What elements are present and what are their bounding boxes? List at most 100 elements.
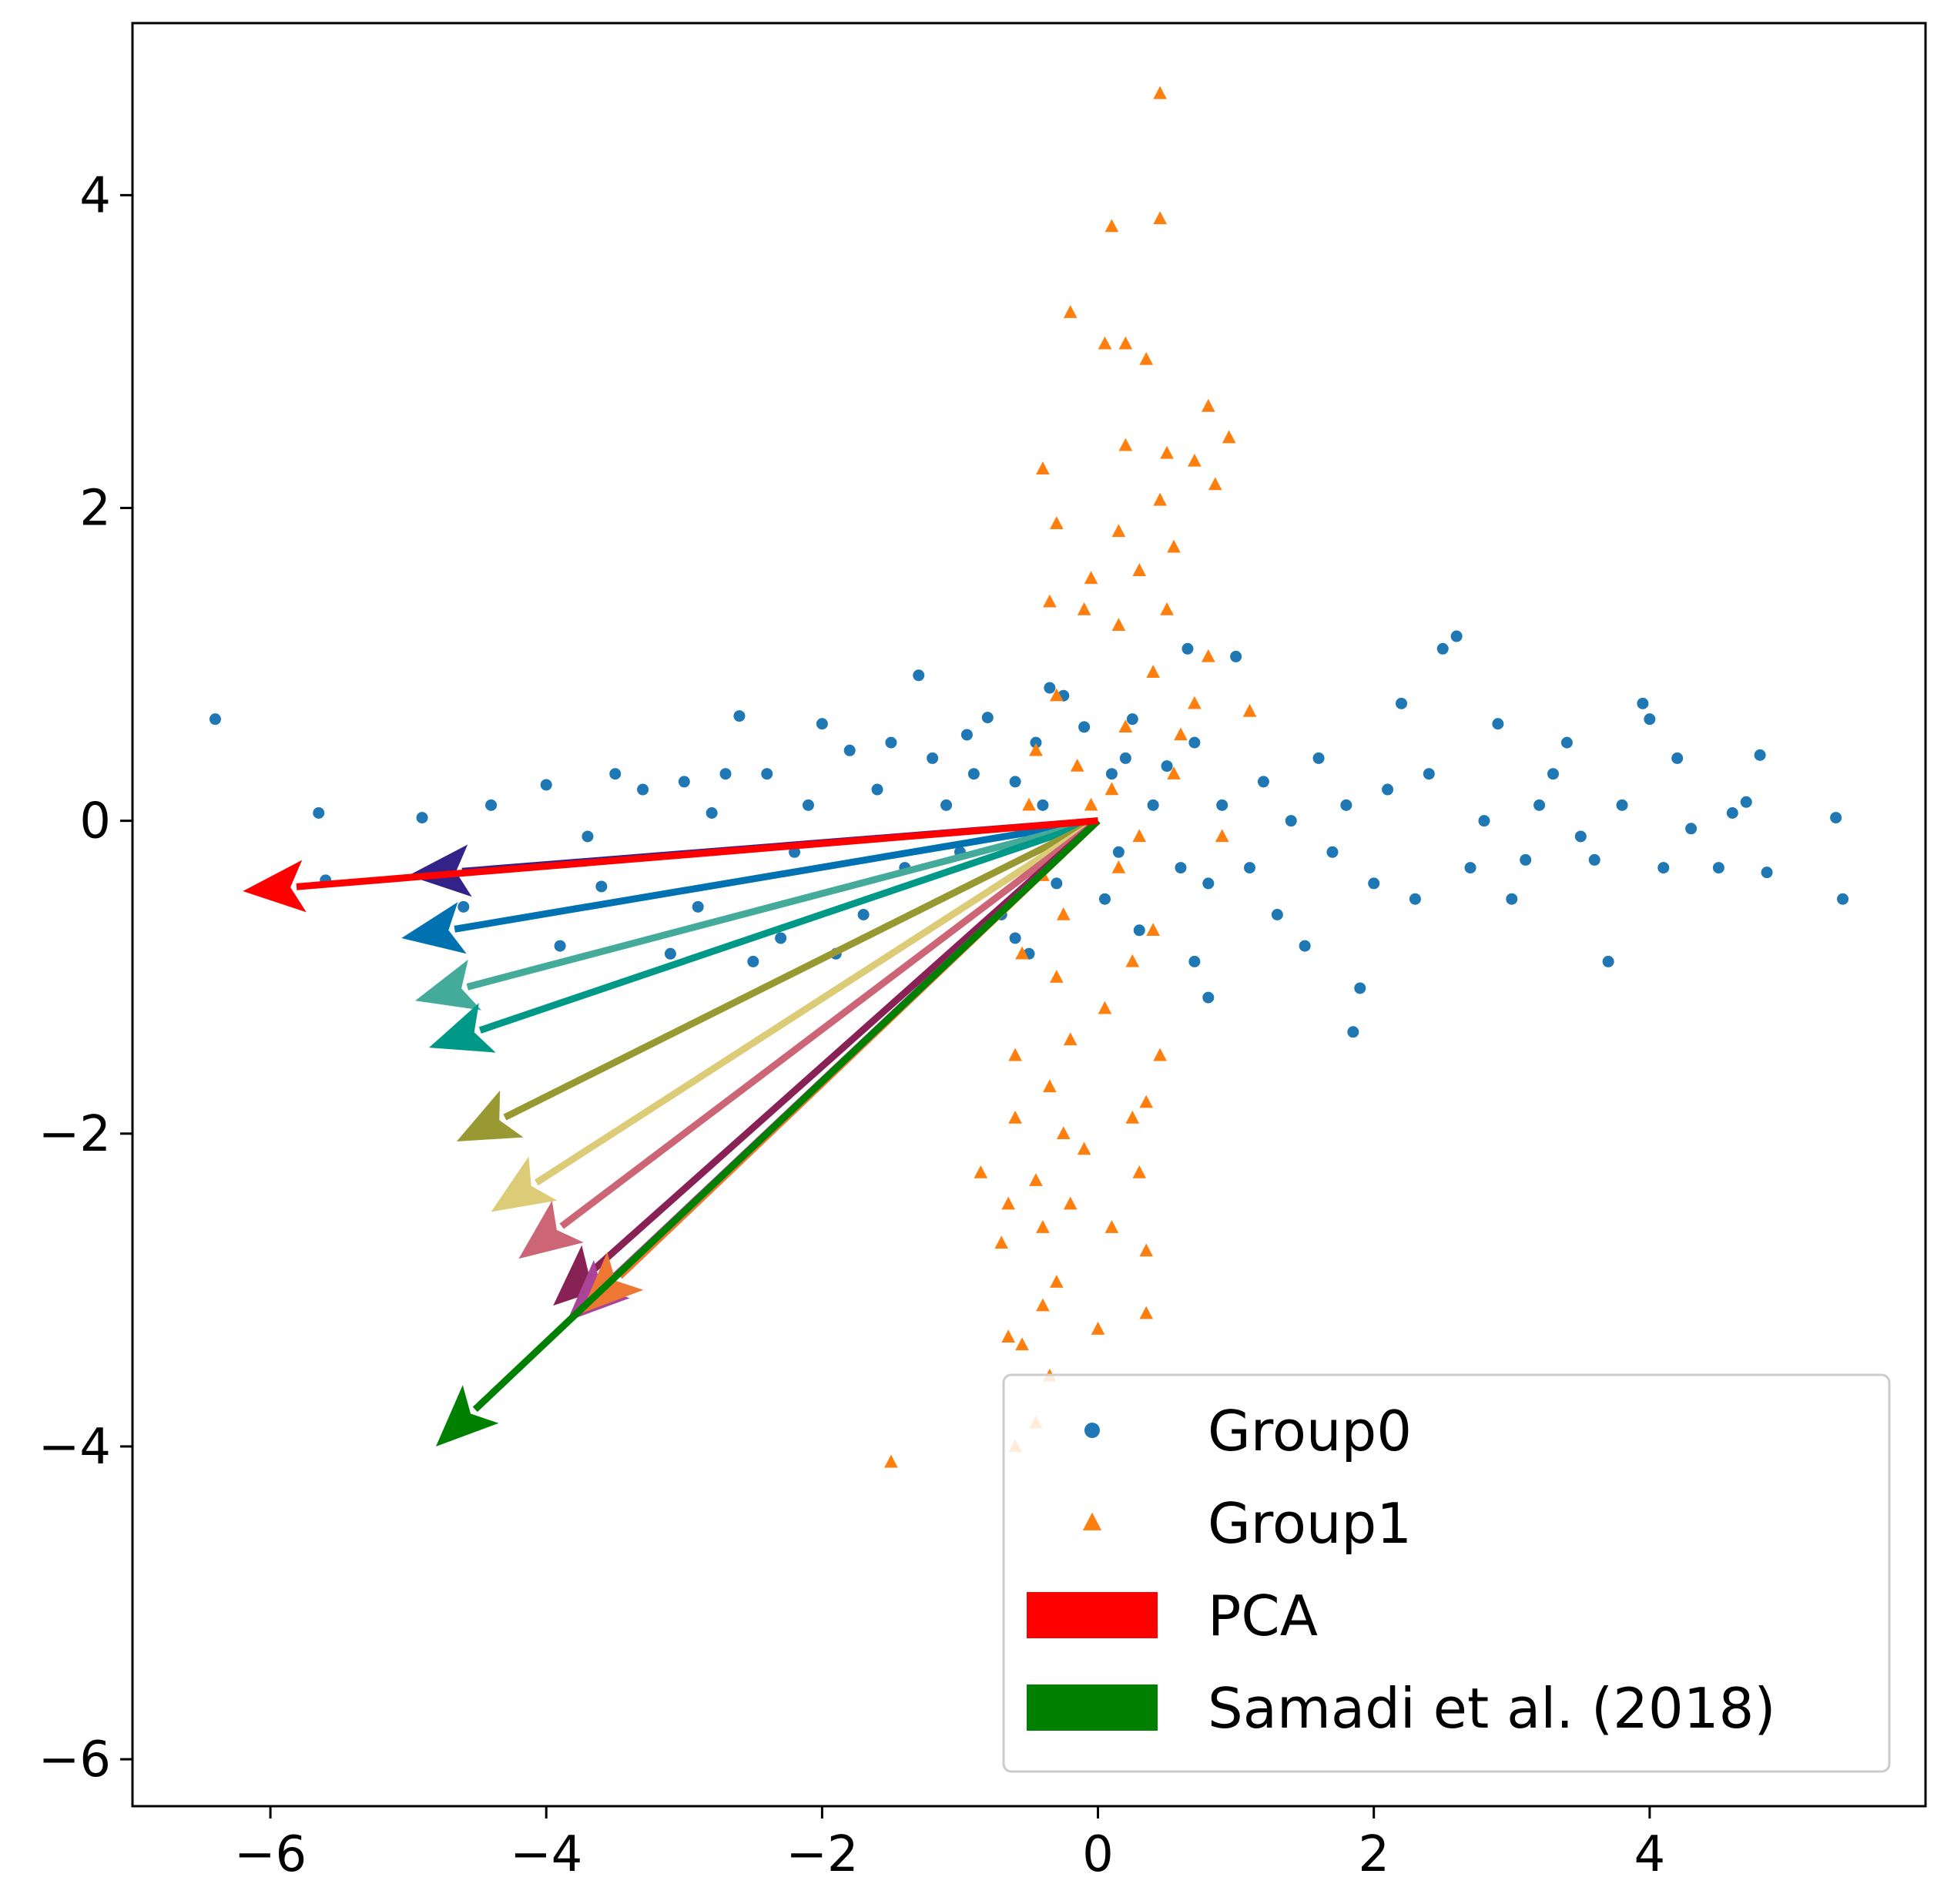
group1-point <box>1098 336 1112 350</box>
group1-point <box>1167 766 1181 779</box>
group1-point <box>1015 946 1029 960</box>
legend-label: Samadi et al. (2018) <box>1208 1676 1775 1741</box>
group1-point <box>1084 797 1098 811</box>
y-tick-label: 0 <box>79 793 111 850</box>
legend-marker-triangle <box>1082 1512 1102 1530</box>
arrow-layer <box>243 817 1101 1446</box>
y-tick-label: 4 <box>79 167 111 224</box>
group0-point <box>1202 991 1215 1004</box>
direction-arrow-shaft <box>466 817 1099 991</box>
group0-point <box>1257 776 1269 788</box>
group0-point <box>1347 1026 1359 1038</box>
y-tick-label: 2 <box>79 481 111 538</box>
group0-point <box>1354 982 1366 994</box>
group1-point <box>1056 907 1071 920</box>
group0-point <box>1761 867 1773 879</box>
group0-point <box>1285 815 1297 827</box>
group0-point <box>1312 752 1325 764</box>
group0-point <box>1754 749 1766 761</box>
group1-point <box>1153 85 1167 99</box>
group1-point <box>1146 923 1160 937</box>
group0-point <box>1506 893 1518 905</box>
group0-point <box>1409 893 1421 905</box>
group0-point <box>637 783 649 796</box>
legend-label: PCA <box>1208 1584 1318 1648</box>
group1-point <box>1188 696 1202 709</box>
group0-point <box>1175 862 1187 874</box>
group1-point <box>1077 602 1091 615</box>
group0-point <box>1602 955 1614 967</box>
group0-point <box>1161 760 1173 773</box>
group0-point <box>775 932 787 944</box>
group0-point <box>1044 682 1056 694</box>
direction-arrow-head <box>408 844 472 897</box>
group1-point <box>1050 688 1064 702</box>
direction-arrow-head <box>429 1003 496 1053</box>
group0-point <box>1671 752 1684 764</box>
y-tick-label: −4 <box>39 1419 111 1476</box>
group0-point <box>871 783 883 796</box>
group0-point <box>1202 877 1215 890</box>
y-tick-label: −6 <box>39 1731 111 1788</box>
group0-point <box>706 807 718 820</box>
group0-point <box>1133 924 1145 937</box>
group0-point <box>1126 713 1138 726</box>
group1-point <box>1167 539 1181 553</box>
group1-point <box>1208 477 1222 491</box>
direction-arrow-shaft <box>478 817 1099 1034</box>
group0-point <box>1520 853 1532 866</box>
group0-point <box>940 799 953 811</box>
group1-point <box>1063 305 1078 318</box>
group0-point <box>692 900 704 913</box>
group0-point <box>1396 697 1408 709</box>
group1-point <box>1043 594 1057 608</box>
group1-point <box>1153 211 1167 225</box>
group1-point <box>1202 398 1215 412</box>
group0-point <box>1244 862 1256 874</box>
group0-point <box>1037 799 1049 811</box>
pca-arrow-shaft <box>296 817 1098 890</box>
samadi-et-al-2018-arrow-shaft <box>472 818 1101 1413</box>
group0-point <box>1188 955 1201 967</box>
group0-point <box>1188 736 1201 749</box>
group0-point <box>802 799 814 811</box>
group1-point <box>1132 1165 1147 1178</box>
group0-point <box>1340 799 1352 811</box>
group1-point <box>1139 1243 1154 1257</box>
x-tick-label: 2 <box>1358 1826 1389 1883</box>
group1-point <box>1050 516 1064 530</box>
group1-point <box>1188 453 1202 467</box>
group0-point <box>719 768 732 780</box>
group1-point <box>1001 1329 1015 1343</box>
group0-point <box>733 710 746 722</box>
group0-point <box>1644 713 1656 726</box>
group0-point <box>416 812 428 824</box>
group0-point <box>554 940 566 952</box>
group0-point <box>595 880 608 893</box>
group1-point <box>1070 758 1084 772</box>
direction-arrow-shaft <box>503 817 1100 1121</box>
group1-point <box>1036 1220 1050 1233</box>
group1-point <box>1132 829 1147 843</box>
group1-point <box>1022 797 1036 811</box>
group0-point <box>1436 642 1449 655</box>
group0-point <box>313 807 325 820</box>
group0-point <box>1533 799 1546 811</box>
group0-point <box>981 712 994 724</box>
group1-point <box>1063 1196 1078 1210</box>
legend: Group0 Group1 PCA Samadi et al. (2018) <box>1002 1373 1891 1773</box>
group1-point <box>1008 1110 1022 1124</box>
group0-point <box>1560 736 1573 749</box>
group1-point <box>1029 742 1043 756</box>
group1-point <box>1050 1275 1064 1288</box>
group1-point <box>1001 1196 1015 1210</box>
group0-point <box>960 729 973 741</box>
group0-point <box>1112 846 1125 858</box>
legend-label: Group0 <box>1208 1399 1412 1463</box>
group1-point <box>1077 1141 1091 1155</box>
x-tick-label: 0 <box>1082 1826 1114 1883</box>
group0-point <box>1726 807 1738 820</box>
legend-box <box>1002 1373 1891 1773</box>
group1-point <box>1118 437 1133 451</box>
legend-label: Group1 <box>1208 1491 1412 1556</box>
